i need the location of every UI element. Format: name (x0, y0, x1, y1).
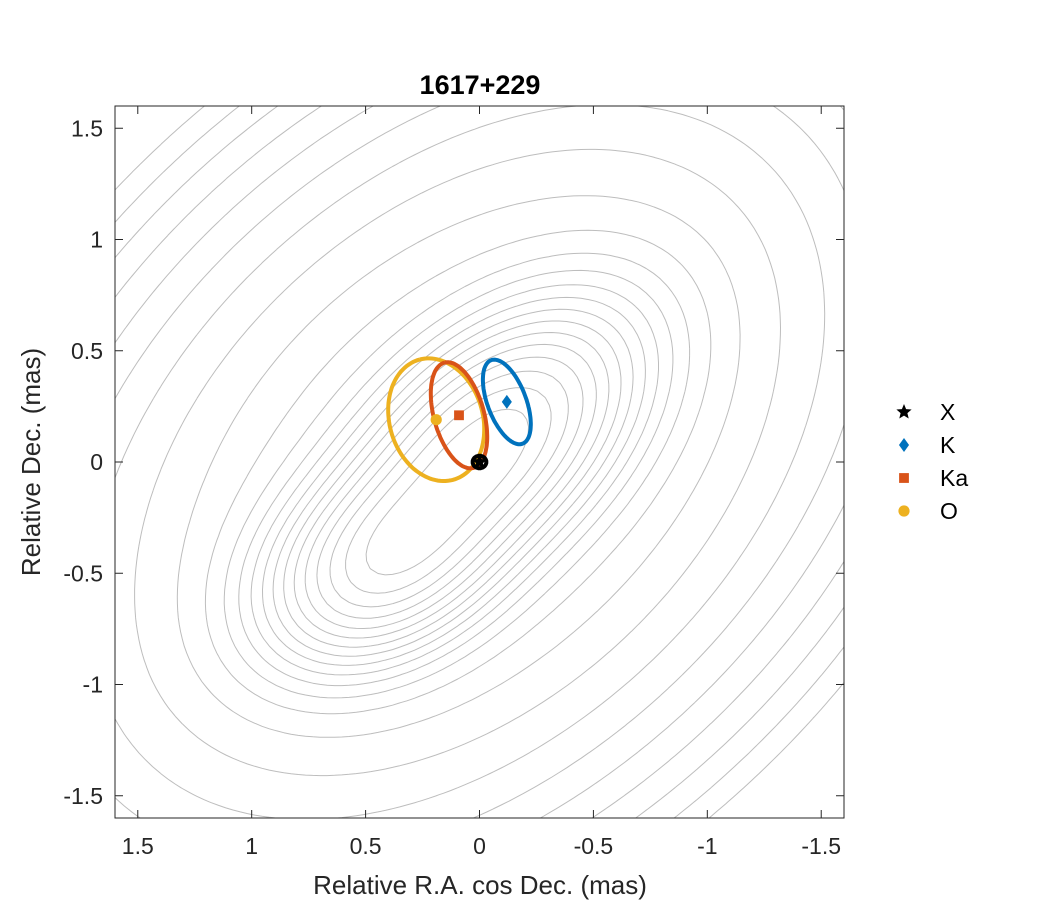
contour-line (262, 296, 646, 666)
contour-line (115, 106, 844, 818)
contour-lines (115, 106, 844, 818)
y-tick-label: -0.5 (63, 560, 103, 586)
legend-label-k: K (940, 432, 956, 458)
contour-line (238, 269, 674, 687)
contour-line (204, 229, 712, 715)
marker-ka (454, 410, 464, 421)
y-tick-label: 0 (90, 449, 103, 475)
error-ellipse-o (386, 356, 487, 483)
x-tick-label: 1.5 (122, 833, 154, 859)
marker-o (430, 414, 442, 426)
marker-x (471, 454, 488, 469)
legend-label-o: O (940, 498, 958, 524)
contour-line (250, 284, 659, 676)
marker-k (501, 394, 512, 409)
y-tick-label: -1 (83, 672, 103, 698)
y-tick-label: -1.5 (63, 783, 103, 809)
x-tick-label: -1.5 (801, 833, 841, 859)
contour-line (272, 308, 634, 657)
legend: XK Ka O (896, 399, 968, 524)
y-tick-label: 0.5 (71, 338, 103, 364)
contour-line (223, 252, 691, 699)
contour-line (115, 106, 844, 818)
legend-label-ka: Ka (940, 465, 968, 491)
x-tick-labels: 1.5 1 0.5 0 -0.5 -1 -1.5 (122, 833, 841, 859)
y-tick-label: 1 (90, 227, 103, 253)
source-positions (386, 356, 533, 483)
contour-line (134, 148, 781, 777)
contour-line (115, 106, 844, 818)
contour-line (365, 408, 529, 576)
contour-line (316, 356, 584, 619)
contour-line (283, 320, 622, 648)
legend-marker-ka (899, 473, 909, 483)
legend-marker-x (896, 404, 912, 419)
y-axis-label: Relative Dec. (mas) (16, 348, 46, 576)
legend-label-x: X (940, 399, 955, 425)
contour-line (176, 195, 741, 738)
y-tick-labels: 1.5 1 0.5 0 -0.5 -1 -1.5 (63, 115, 103, 809)
contour-line (115, 106, 844, 818)
x-tick-label: 1 (245, 833, 258, 859)
legend-marker-k (898, 438, 910, 452)
x-tick-label: 0 (473, 833, 486, 859)
chart-title: 1617+229 (420, 70, 541, 100)
x-axis-label: Relative R.A. cos Dec. (mas) (313, 870, 647, 900)
contour-line (115, 106, 826, 818)
x-tick-label: 0.5 (350, 833, 382, 859)
legend-marker-o (898, 505, 910, 517)
contour-line (115, 106, 844, 818)
y-tick-label: 1.5 (71, 115, 103, 141)
x-tick-label: -1 (697, 833, 717, 859)
x-tick-label: -0.5 (574, 833, 614, 859)
contour-line (345, 387, 552, 594)
contour-line (115, 106, 844, 818)
contour-line (329, 370, 569, 608)
error-ellipse-k (480, 357, 533, 447)
axis-ticks (115, 106, 844, 818)
